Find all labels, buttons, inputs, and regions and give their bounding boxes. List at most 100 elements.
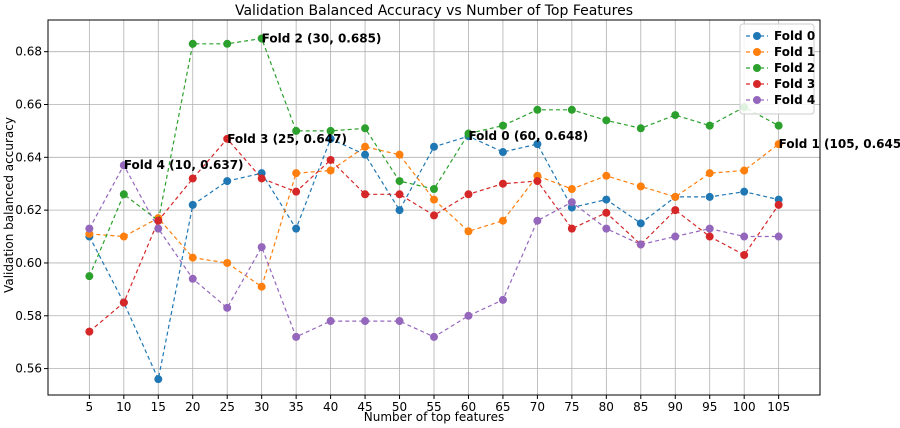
x-tick-label: 95 (702, 400, 717, 414)
data-point (774, 200, 783, 209)
data-point (602, 116, 611, 125)
peak-annotation: Fold 1 (105, 0.645) (779, 137, 900, 151)
y-tick-label: 0.56 (15, 362, 42, 376)
data-point (326, 126, 335, 135)
data-point (671, 192, 680, 201)
y-axis-label: Validation balanced accuracy (2, 117, 16, 293)
x-tick-label: 105 (767, 400, 790, 414)
data-point (636, 182, 645, 191)
axis-ticks: 5 10 15 20 25 30 35 40 45 50 55 60 65 70 75 80 85 90 95 100… (15, 45, 790, 414)
x-tick-label: 70 (530, 400, 545, 414)
data-point (395, 317, 404, 326)
legend-label: Fold 0 (774, 29, 815, 43)
legend-item: Fold 0 (746, 29, 815, 43)
data-point (705, 169, 714, 178)
x-tick-label: 20 (185, 400, 200, 414)
annotations: Fold 2 (30, 0.685) Fold 3 (25, 0.647) Fold… (124, 31, 900, 172)
data-point (636, 240, 645, 249)
data-point (671, 206, 680, 215)
data-point (395, 206, 404, 215)
legend-item: Fold 1 (746, 45, 815, 59)
data-point (602, 208, 611, 217)
data-point (498, 216, 507, 225)
legend-item: Fold 3 (746, 77, 815, 91)
data-point (292, 187, 301, 196)
data-point (740, 251, 749, 260)
data-point (430, 142, 438, 151)
data-point (223, 134, 232, 143)
x-tick-label: 30 (254, 400, 269, 414)
data-point (223, 177, 232, 186)
data-point (602, 224, 611, 233)
data-point (567, 105, 576, 114)
peak-annotation: Fold 4 (10, 0.637) (124, 158, 244, 172)
legend-label: Fold 3 (774, 77, 815, 91)
data-point (361, 190, 370, 199)
x-tick-label: 55 (426, 400, 441, 414)
data-point (498, 295, 507, 304)
data-point (395, 150, 404, 159)
legend-swatch-marker (753, 96, 761, 104)
data-point (361, 124, 370, 133)
data-point (223, 258, 232, 267)
data-point (292, 224, 301, 233)
data-point (395, 190, 404, 199)
data-point (292, 169, 301, 178)
data-point (464, 129, 473, 138)
legend-label: Fold 4 (774, 93, 815, 107)
data-point (740, 166, 749, 175)
data-point (223, 303, 232, 312)
data-point (774, 140, 783, 149)
x-tick-label: 75 (564, 400, 579, 414)
data-point (430, 211, 438, 220)
data-point (85, 272, 94, 281)
data-point (567, 198, 576, 207)
legend-label: Fold 2 (774, 61, 815, 75)
legend-swatch-marker (753, 80, 761, 88)
x-tick-label: 35 (289, 400, 304, 414)
data-point (119, 190, 128, 199)
legend-item: Fold 4 (746, 93, 815, 107)
data-point (257, 34, 266, 43)
data-point (154, 375, 163, 384)
data-point (85, 327, 94, 336)
data-point (257, 282, 266, 291)
x-tick-label: 45 (357, 400, 372, 414)
x-tick-label: 60 (461, 400, 476, 414)
legend-label: Fold 1 (774, 45, 815, 59)
x-axis-label: Number of top features (364, 410, 504, 424)
data-point (671, 232, 680, 241)
data-point (705, 224, 714, 233)
x-tick-label: 50 (392, 400, 407, 414)
data-point (533, 140, 542, 149)
y-tick-label: 0.58 (15, 309, 42, 323)
data-point (188, 253, 197, 262)
data-point (705, 232, 714, 241)
x-tick-label: 65 (495, 400, 510, 414)
data-point (223, 39, 232, 48)
data-point (188, 200, 197, 209)
peak-annotation: Fold 0 (60, 0.648) (468, 129, 588, 143)
data-point (636, 219, 645, 228)
data-point (740, 232, 749, 241)
data-point (326, 134, 335, 143)
legend-swatch-marker (753, 48, 761, 56)
chart-title: Validation Balanced Accuracy vs Number o… (235, 3, 633, 19)
series-fold-3 (85, 134, 783, 336)
data-point (567, 185, 576, 194)
legend-box (739, 23, 815, 115)
x-tick-label: 25 (220, 400, 235, 414)
series-fold-2 (85, 34, 783, 281)
y-tick-label: 0.66 (15, 98, 42, 112)
x-tick-label: 80 (599, 400, 614, 414)
data-point (85, 224, 94, 233)
data-point (464, 190, 473, 199)
data-point (705, 192, 714, 201)
data-point (361, 150, 370, 159)
data-point (430, 195, 438, 204)
data-point (395, 177, 404, 186)
x-tick-label: 15 (151, 400, 166, 414)
data-point (361, 317, 370, 326)
peak-annotation: Fold 3 (25, 0.647) (227, 132, 347, 146)
